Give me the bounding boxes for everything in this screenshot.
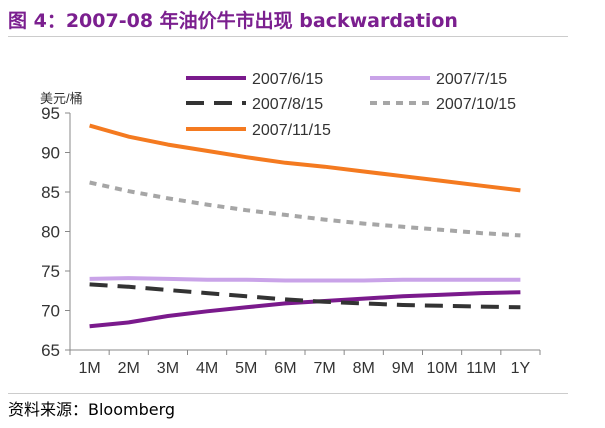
y-tick-label: 85 — [41, 183, 60, 202]
figure-title: 图 4：2007-08 年油价牛市出现 backwardation — [8, 10, 458, 32]
series-line-4 — [89, 180, 521, 238]
legend-label-4: 2007/10/15 — [436, 96, 516, 113]
y-tick-label: 70 — [41, 302, 60, 321]
legend-label-2: 2007/7/15 — [436, 71, 507, 88]
y-tick-label: 75 — [41, 262, 60, 281]
chart-legend: 2007/6/15 2007/7/15 2007/8/15 2007/10/15 200… — [186, 71, 516, 139]
source-divider — [8, 393, 568, 394]
x-tick-label: 9M — [392, 360, 414, 377]
series-line-5 — [89, 123, 521, 193]
series-line-3 — [89, 282, 521, 310]
y-tick-label: 65 — [41, 341, 60, 360]
legend-label-3: 2007/8/15 — [252, 96, 323, 113]
x-tick-label: 1M — [78, 360, 100, 377]
x-tick-label: 7M — [313, 360, 335, 377]
y-tick-label: 90 — [41, 144, 60, 163]
x-tick-label: 2M — [118, 360, 140, 377]
x-tick-label: 8M — [353, 360, 375, 377]
series-line-1 — [89, 290, 521, 329]
source-note: 资料来源：Bloomberg — [8, 400, 176, 419]
title-divider — [8, 36, 568, 37]
x-tick-label: 5M — [235, 360, 257, 377]
y-tick-label: 95 — [41, 104, 60, 123]
x-tick-label: 3M — [157, 360, 179, 377]
x-tick-label: 1Y — [511, 360, 531, 377]
x-tick-label: 4M — [196, 360, 218, 377]
x-tick-label: 10M — [427, 360, 458, 377]
legend-label-5: 2007/11/15 — [252, 122, 331, 139]
x-tick-label: 6M — [274, 360, 296, 377]
y-tick-label: 80 — [41, 223, 60, 242]
chart-axes: 65 70 75 80 85 90 95 1M 2M 3M 4M 5M 6M 7M 8M 9M 10M 11M 1Y — [41, 104, 541, 377]
series-line-2 — [89, 276, 521, 283]
y-axis-label: 美元/桶 — [40, 91, 83, 106]
legend-label-1: 2007/6/15 — [252, 71, 323, 88]
x-tick-label: 11M — [466, 360, 496, 377]
chart-lines — [89, 123, 521, 329]
